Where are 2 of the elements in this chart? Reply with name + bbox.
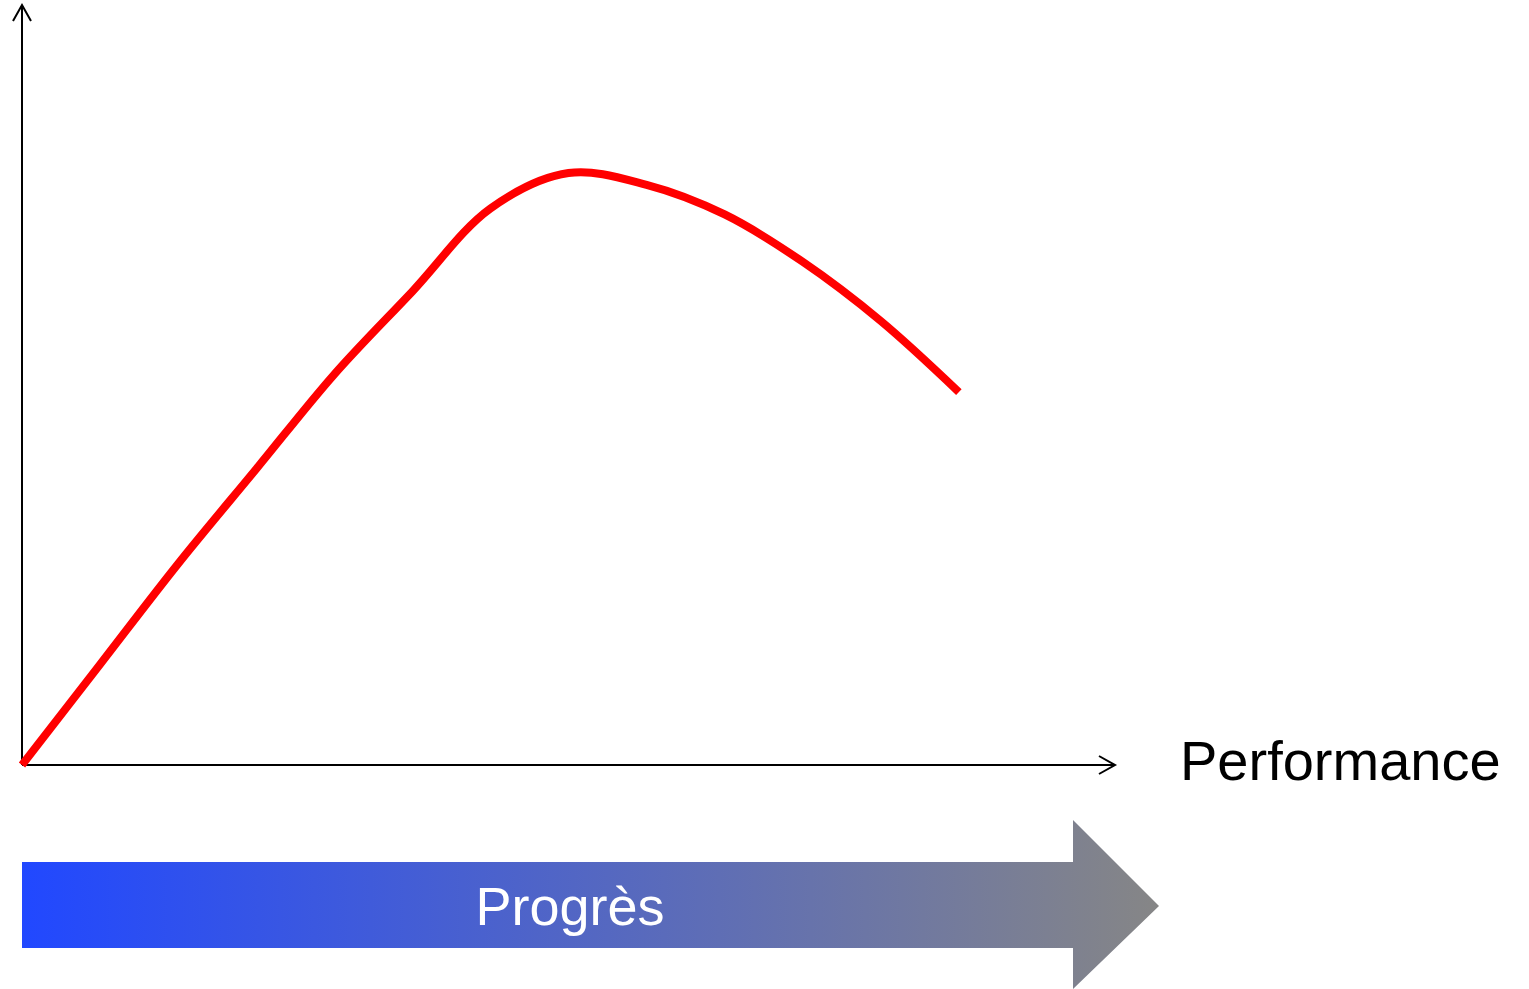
x-axis-title: Performance — [1180, 729, 1501, 792]
text: Progrès — [475, 876, 665, 936]
